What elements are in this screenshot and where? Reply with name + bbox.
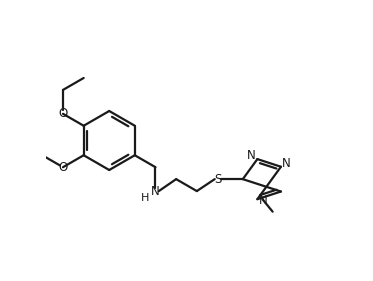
Text: N: N xyxy=(247,149,256,162)
Text: N: N xyxy=(151,185,160,198)
Text: N: N xyxy=(258,194,267,207)
Text: O: O xyxy=(58,107,68,120)
Text: H: H xyxy=(141,193,149,203)
Text: S: S xyxy=(214,173,221,186)
Text: O: O xyxy=(58,161,68,174)
Text: N: N xyxy=(282,157,291,170)
